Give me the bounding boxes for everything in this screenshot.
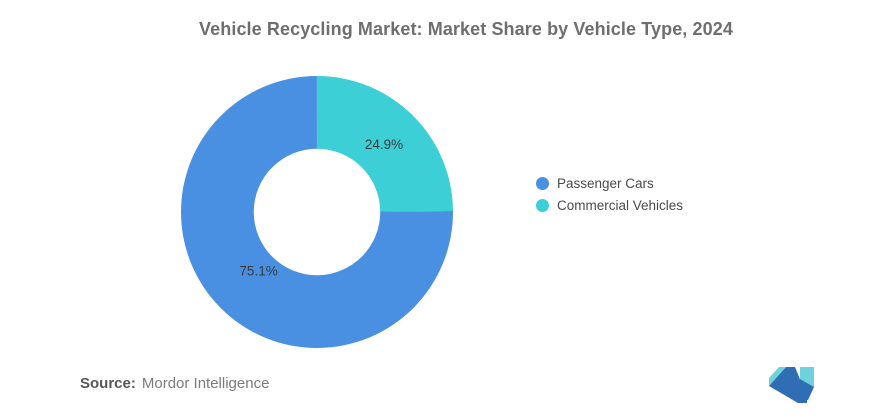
legend-item-passenger-cars[interactable]: Passenger Cars — [536, 176, 683, 191]
legend-label-commercial-vehicles: Commercial Vehicles — [557, 198, 684, 213]
slice-label-0: 75.1% — [239, 263, 277, 278]
legend-item-commercial-vehicles[interactable]: Commercial Vehicles — [536, 198, 683, 213]
legend: Passenger Cars Commercial Vehicles — [536, 176, 683, 220]
source-text: Mordor Intelligence — [141, 375, 270, 392]
legend-marker-passenger-cars-icon — [536, 177, 549, 190]
donut-chart: 75.1% 24.9% — [180, 76, 453, 348]
source-line: Source: Mordor Intelligence — [80, 375, 269, 392]
source-prefix: Source: — [80, 375, 136, 392]
logo-blue-diagonal — [769, 367, 807, 403]
slice-label-1: 24.9% — [365, 137, 403, 152]
logo-blue-stem — [800, 387, 814, 400]
donut-slice-1 — [316, 76, 453, 212]
chart-title: Vehicle Recycling Market: Market Share b… — [199, 19, 733, 39]
logo-blue-triangle — [800, 379, 814, 387]
legend-label-passenger-cars: Passenger Cars — [557, 176, 654, 191]
legend-marker-commercial-vehicles-icon — [536, 199, 549, 212]
donut-slice-0 — [180, 76, 453, 348]
mordor-intelligence-logo-icon — [769, 367, 814, 403]
